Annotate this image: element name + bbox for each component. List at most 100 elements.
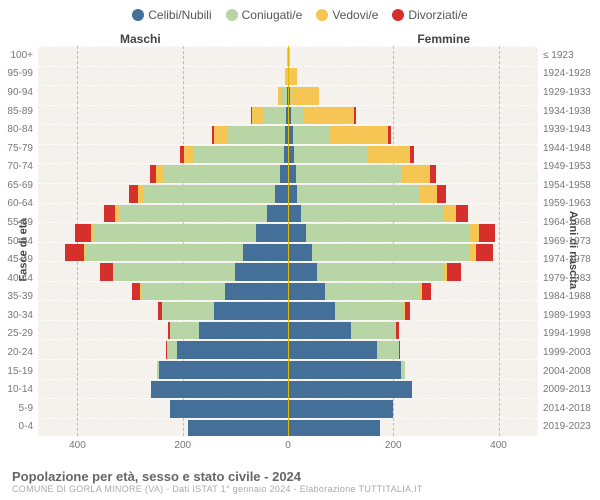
seg-divorced bbox=[430, 165, 436, 183]
birth-label: 1999-2003 bbox=[540, 343, 600, 362]
birth-label: 1969-1973 bbox=[540, 232, 600, 251]
seg-married bbox=[306, 224, 469, 242]
seg-divorced bbox=[456, 205, 468, 223]
male-bar bbox=[104, 205, 288, 223]
birth-label: 1939-1943 bbox=[540, 120, 600, 139]
seg-married bbox=[164, 165, 280, 183]
age-label: 80-84 bbox=[0, 120, 36, 139]
birth-label: 1974-1978 bbox=[540, 250, 600, 269]
birth-label: 1929-1933 bbox=[540, 83, 600, 102]
female-bar bbox=[288, 322, 399, 340]
xtick-label: 0 bbox=[285, 440, 291, 451]
seg-single bbox=[288, 341, 377, 359]
age-label: 25-29 bbox=[0, 325, 36, 344]
seg-single bbox=[288, 224, 306, 242]
seg-married bbox=[263, 107, 287, 125]
seg-single bbox=[151, 381, 288, 399]
seg-married bbox=[291, 107, 304, 125]
seg-married bbox=[325, 283, 420, 301]
seg-married bbox=[312, 244, 470, 262]
female-bar bbox=[288, 107, 356, 125]
age-label: 20-24 bbox=[0, 343, 36, 362]
female-bar bbox=[288, 165, 436, 183]
footer: Popolazione per età, sesso e stato civil… bbox=[12, 469, 592, 494]
age-label: 85-89 bbox=[0, 102, 36, 121]
seg-single bbox=[288, 322, 351, 340]
legend-swatch-widowed bbox=[316, 9, 328, 21]
male-bar bbox=[132, 283, 288, 301]
legend-label: Divorziati/e bbox=[408, 8, 467, 22]
seg-widowed bbox=[419, 185, 437, 203]
age-label: 55-59 bbox=[0, 213, 36, 232]
age-label: 15-19 bbox=[0, 362, 36, 381]
seg-widowed bbox=[156, 165, 164, 183]
birth-label: 1924-1928 bbox=[540, 65, 600, 84]
seg-married bbox=[162, 302, 215, 320]
legend-item-widowed: Vedovi/e bbox=[316, 8, 378, 22]
seg-divorced bbox=[410, 146, 414, 164]
birth-label: 1989-1993 bbox=[540, 306, 600, 325]
birth-label: 1984-1988 bbox=[540, 288, 600, 307]
seg-single bbox=[267, 205, 288, 223]
age-label: 50-54 bbox=[0, 232, 36, 251]
seg-single bbox=[288, 283, 325, 301]
seg-single bbox=[188, 420, 288, 436]
female-bar bbox=[288, 224, 495, 242]
seg-single bbox=[288, 165, 296, 183]
male-bar bbox=[251, 107, 288, 125]
seg-widowed bbox=[252, 107, 263, 125]
birth-label: 2014-2018 bbox=[540, 399, 600, 418]
birth-label: 1964-1968 bbox=[540, 213, 600, 232]
chart-title: Popolazione per età, sesso e stato civil… bbox=[12, 469, 592, 484]
legend-item-divorced: Divorziati/e bbox=[392, 8, 467, 22]
seg-widowed bbox=[289, 68, 297, 86]
seg-single bbox=[288, 302, 335, 320]
seg-divorced bbox=[65, 244, 83, 262]
male-bar bbox=[150, 165, 288, 183]
female-header: Femmine bbox=[417, 32, 470, 46]
male-header: Maschi bbox=[120, 32, 161, 46]
seg-single bbox=[288, 263, 317, 281]
female-bar bbox=[288, 126, 391, 144]
seg-single bbox=[280, 165, 288, 183]
male-bar bbox=[65, 244, 288, 262]
seg-married bbox=[351, 322, 396, 340]
seg-widowed bbox=[368, 146, 410, 164]
seg-widowed bbox=[214, 126, 227, 144]
seg-widowed bbox=[184, 146, 195, 164]
female-bar bbox=[288, 361, 405, 379]
seg-married bbox=[93, 224, 256, 242]
age-label: 90-94 bbox=[0, 83, 36, 102]
birth-label: 1994-1998 bbox=[540, 325, 600, 344]
seg-single bbox=[288, 205, 301, 223]
population-pyramid-card: { "legend": { "items": [ {"name":"single… bbox=[0, 0, 600, 500]
seg-widowed bbox=[330, 126, 388, 144]
male-bar bbox=[170, 400, 288, 418]
female-bar bbox=[288, 302, 410, 320]
seg-single bbox=[199, 322, 288, 340]
legend-label: Celibi/Nubili bbox=[148, 8, 211, 22]
seg-divorced bbox=[75, 224, 91, 242]
age-label: 65-69 bbox=[0, 176, 36, 195]
age-label: 30-34 bbox=[0, 306, 36, 325]
birth-label: 1934-1938 bbox=[540, 102, 600, 121]
seg-single bbox=[159, 361, 288, 379]
seg-married bbox=[194, 146, 283, 164]
female-bar bbox=[288, 400, 393, 418]
age-label: 70-74 bbox=[0, 157, 36, 176]
seg-divorced bbox=[447, 263, 460, 281]
age-label: 5-9 bbox=[0, 399, 36, 418]
seg-married bbox=[170, 322, 199, 340]
seg-widowed bbox=[470, 224, 479, 242]
female-bar bbox=[288, 283, 431, 301]
legend-label: Vedovi/e bbox=[332, 8, 378, 22]
legend-item-married: Coniugati/e bbox=[226, 8, 303, 22]
age-label: 100+ bbox=[0, 46, 36, 65]
xaxis: 4002000200400 bbox=[38, 438, 538, 456]
seg-widowed bbox=[401, 165, 430, 183]
seg-divorced bbox=[422, 283, 431, 301]
seg-married bbox=[317, 263, 443, 281]
birth-label: 1944-1948 bbox=[540, 139, 600, 158]
seg-married bbox=[293, 126, 330, 144]
birth-label: 2004-2008 bbox=[540, 362, 600, 381]
